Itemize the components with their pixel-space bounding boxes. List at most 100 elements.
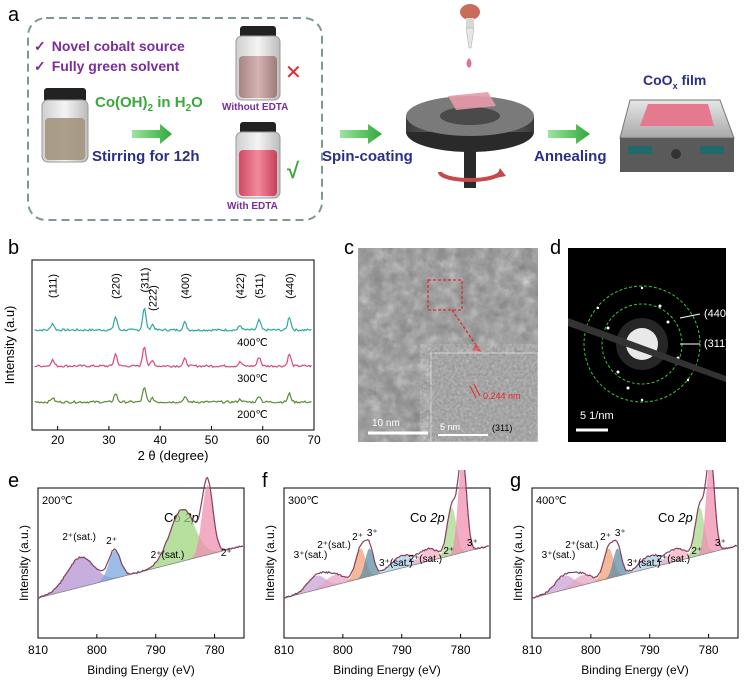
xps-xtick: 800 [581,643,601,657]
xps-xtick: 800 [87,643,107,657]
xps-frame [531,487,739,639]
xps-annotation: 3⁺(sat.) [542,550,576,561]
hotplate-icon [619,99,735,172]
xrd-chart: 20 30 40 50 60 70 2 θ (degree) Intensity (a.u) 4… [2,259,321,463]
beam-stop [568,318,726,382]
xps-frame [283,487,491,639]
xps-xtick: 810 [28,643,48,657]
xrd-xtick: 40 [154,433,168,447]
xps-xlabel: Binding Energy (eV) [87,663,194,677]
xrd-temp-label: 300℃ [237,373,268,385]
xps-annotation: 2⁺(sat.) [408,554,442,565]
xrd-peak-label: (220) [111,273,123,299]
saed-ring-440-label: (440) [704,308,730,320]
xrd-peak-label: (311) [139,268,151,293]
saed-spots [596,286,690,402]
xps-ylabel: Intensity (a.u.) [511,525,525,601]
xps-xlabel: Binding Energy (eV) [581,663,688,677]
xrd-trace-1 [34,346,312,368]
saed-scale-label: 5 1/nm [580,410,614,422]
bottle-without-edta-icon [235,26,281,101]
without-edta-text: Without EDTA [222,102,289,113]
saed-image [568,248,726,442]
film-end: film [677,72,707,88]
xps-component-6 [532,507,738,598]
check-mark-1-icon: ✓ [34,38,46,54]
xrd-peak-label: (400) [180,273,192,299]
arrow-1-icon [132,124,172,144]
xps-xtick: 810 [274,643,294,657]
xps-ylabel: Intensity (a.u.) [263,525,277,601]
check1-text: Novel cobalt source [51,38,185,54]
xps-fit [531,470,737,599]
dashed-box [27,17,323,221]
tem-roi-box [427,279,463,311]
panel-label-b: b [8,237,20,259]
xps-annotation: 3⁺(sat.) [294,550,328,561]
xps-annotation: 2⁺(sat.) [656,554,690,565]
xps-co-label: Co 2p [658,510,693,525]
panel-label-e: e [8,470,20,492]
with-edta-text: With EDTA [227,201,278,212]
xrd-xtick: 20 [51,433,65,447]
xrd-ylabel: Intensity (a.u) [2,306,17,385]
reagent-text: Co(OH)2 in H2O [95,94,203,114]
xps-annotation: 3⁺ [467,538,478,549]
xps-annotation: 2⁺ [221,548,232,559]
xrd-temp-label: 400℃ [237,337,268,349]
xps-xtick: 780 [699,643,719,657]
xps-background [531,545,739,599]
xrd-xtick: 70 [307,433,321,447]
reagent-main: Co(OH) [95,94,148,111]
xps-annotation: 3⁺(sat.) [379,558,413,569]
xps-xtick: 780 [451,643,471,657]
xps-annotation: 2⁺ [443,546,454,557]
film-main: CoO [643,72,673,88]
xps-annotation: 2⁺(sat.) [317,540,351,551]
check-mark-2-icon: ✓ [34,58,46,74]
xrd-peak-label: (222) [147,285,159,311]
powder-bottle-icon [41,88,89,163]
panel-label-c: c [344,237,354,259]
arrow-3-icon [548,124,590,144]
xps-annotation: 2⁺(sat.) [565,540,599,551]
xps-xtick: 790 [640,643,660,657]
xps-component-6 [284,507,490,598]
xps-annotation: 2⁺ [600,532,611,543]
reagent-sub2: 2 [185,103,192,114]
panel-label-f: f [262,470,268,492]
xps-xtick: 790 [392,643,412,657]
xps-annotation: 3⁺(sat.) [627,558,661,569]
panel-label-d: d [550,237,562,259]
xps-temp: 400℃ [536,495,567,507]
xps-xtick: 800 [333,643,353,657]
check2-text: Fully green solvent [51,58,180,74]
xrd-peak-label: (440) [284,273,296,299]
xrd-xlabel: 2 θ (degree) [138,448,209,463]
panel-a-graphic [27,4,735,221]
xps-annotation: 3⁺ [715,538,726,549]
stirring-text: Stirring for 12h [92,148,200,165]
reagent-sub: 2 [147,103,154,114]
xps-component-3 [38,485,244,598]
xps-fit [283,470,489,599]
xps-frame [37,487,245,639]
xrd-temp-label: 200℃ [237,409,268,421]
check-line-1: ✓ Novel cobalt source [34,38,185,55]
bottle-with-edta-icon [235,122,281,199]
xrd-peak-label: (422) [235,273,247,299]
dropper-icon [460,4,480,68]
xps-annotation: 2⁺(sat.) [151,550,185,561]
xps-charts: 810 800 790 780 Binding Energy (eV) Intensity… [17,470,739,677]
xps-annotation: 3⁺ [615,528,626,539]
xps-annotation: 2⁺ [352,532,363,543]
tem-spacing: 0.244 nm [483,391,521,401]
xps-ylabel: Intensity (a.u.) [17,525,31,601]
xps-co-label: Co 2p [410,510,445,525]
xps-annotation: 2⁺ [691,546,702,557]
tem-scale-2: 5 nm [440,422,461,432]
xps-temp: 300℃ [288,495,319,507]
xps-annotation: 2⁺(sat.) [62,532,96,543]
xps-fit [37,477,243,599]
xrd-peak-label: (111) [48,274,60,298]
